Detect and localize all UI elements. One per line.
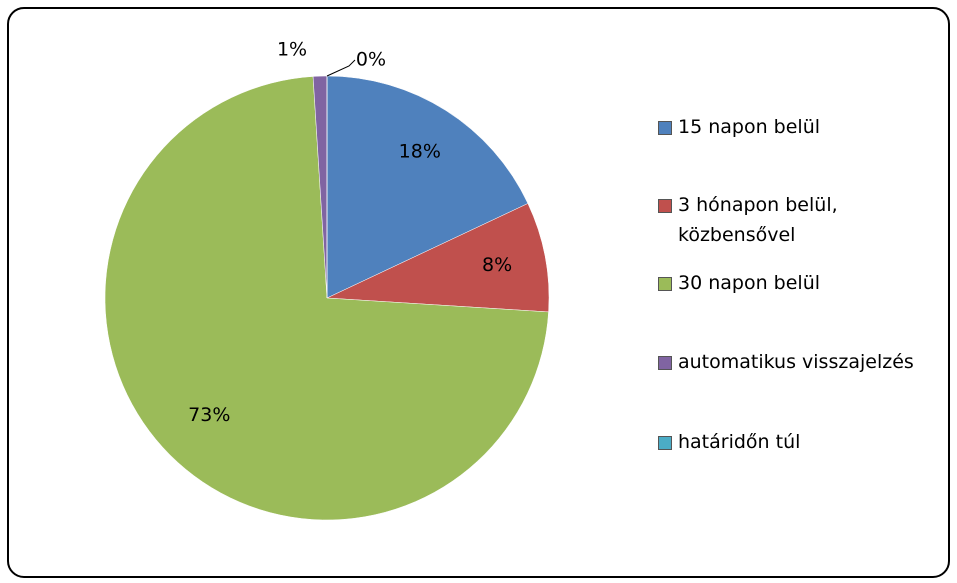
- legend-swatch: [658, 277, 672, 291]
- legend-label: automatikus visszajelzés: [678, 351, 914, 373]
- pie-slice: [326, 203, 550, 313]
- data-label: 18%: [399, 140, 441, 162]
- legend-item: 3 hónapon belül, közbensővel: [658, 190, 868, 250]
- legend-swatch: [658, 199, 672, 213]
- legend-item: 15 napon belül: [658, 112, 943, 142]
- legend-label: határidőn túl: [678, 431, 801, 453]
- legend-swatch: [658, 356, 672, 370]
- leader-line: [326, 59, 356, 77]
- data-label: 8%: [482, 254, 512, 276]
- data-label: 0%: [356, 49, 386, 71]
- legend-swatch: [658, 436, 672, 450]
- legend-label: 30 napon belül: [678, 272, 821, 294]
- pie-slice: [104, 76, 549, 521]
- legend-swatch: [658, 121, 672, 135]
- data-label: 73%: [188, 404, 230, 426]
- legend-item: automatikus visszajelzés: [658, 347, 943, 377]
- legend-label: 15 napon belül: [678, 116, 821, 138]
- legend-label: 3 hónapon belül, közbensővel: [678, 194, 838, 246]
- legend-item: határidőn túl: [658, 427, 943, 457]
- data-label: 1%: [277, 39, 307, 61]
- legend-item: 30 napon belül: [658, 268, 943, 298]
- pie-slice: [326, 75, 529, 299]
